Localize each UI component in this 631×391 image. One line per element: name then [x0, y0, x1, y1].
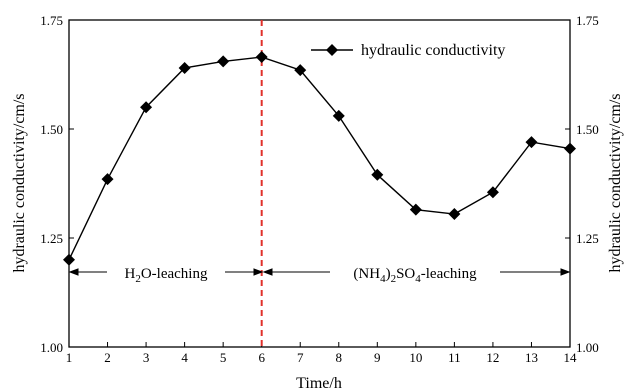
data-point-diamond: [294, 64, 307, 77]
legend: hydraulic conductivity: [311, 42, 505, 59]
y-tick-label-right: 1.00: [576, 340, 599, 355]
y-tick-label-left: 1.25: [40, 231, 63, 246]
x-tick-label: 12: [486, 350, 499, 365]
x-tick-label: 7: [297, 350, 304, 365]
left-phase-arrow: [68, 268, 264, 276]
series-line-hydraulic-conductivity: [68, 56, 571, 261]
x-tick-label: 6: [258, 350, 265, 365]
data-point-diamond: [63, 253, 75, 266]
data-point-diamond: [101, 173, 114, 186]
x-axis-title: Time/h: [296, 375, 342, 391]
x-tick-label: 10: [409, 350, 422, 365]
x-tick-label: 4: [181, 350, 188, 365]
y-axis-title-left: hydraulic conductivity/cm/s: [11, 93, 28, 272]
data-point-diamond: [140, 101, 153, 114]
data-point-diamond: [448, 208, 461, 221]
data-point-diamond: [332, 109, 345, 122]
y-tick-label-right: 1.75: [576, 13, 599, 28]
data-point-diamond: [564, 142, 576, 155]
x-tick-label: 8: [336, 350, 343, 365]
left-phase-label: H2O-leaching: [125, 266, 208, 285]
x-tick-label: 11: [448, 350, 461, 365]
x-tick-label: 14: [564, 350, 578, 365]
x-tick-label: 3: [143, 350, 150, 365]
data-point-diamond: [525, 136, 538, 149]
y-tick-label-right: 1.50: [576, 122, 599, 137]
data-point-diamond: [371, 168, 384, 181]
right-phase-arrow: [262, 268, 571, 276]
data-point-diamond: [409, 203, 422, 216]
y-axis-title-right: hydraulic conductivity/cm/s: [607, 93, 624, 272]
legend-diamond-icon: [326, 44, 338, 56]
x-tick-label: 13: [525, 350, 538, 365]
x-tick-label: 2: [104, 350, 111, 365]
data-point-diamond: [255, 51, 268, 64]
x-tick-label: 5: [220, 350, 227, 365]
right-phase-label: (NH4)2SO4-leaching: [353, 266, 477, 285]
x-axis-ticks: 1 2 3 4 5 6 7 8 9 10 11 12 13 14: [66, 342, 577, 365]
plot-frame: [68, 19, 571, 348]
y-tick-label-left: 1.50: [40, 122, 63, 137]
y-tick-label-left: 1.00: [40, 340, 63, 355]
data-point-diamond: [486, 186, 499, 199]
y-axis-ticks: 1.00 1.00 1.25 1.25 1.50 1.50 1.75 1.75: [40, 13, 599, 355]
y-tick-label-right: 1.25: [576, 231, 599, 246]
data-point-diamond: [217, 55, 230, 68]
legend-label: hydraulic conductivity: [361, 42, 505, 59]
data-point-diamond: [178, 61, 191, 74]
x-tick-label: 1: [66, 350, 73, 365]
y-tick-label-left: 1.75: [40, 13, 63, 28]
x-tick-label: 9: [374, 350, 381, 365]
series-markers: [63, 51, 576, 266]
